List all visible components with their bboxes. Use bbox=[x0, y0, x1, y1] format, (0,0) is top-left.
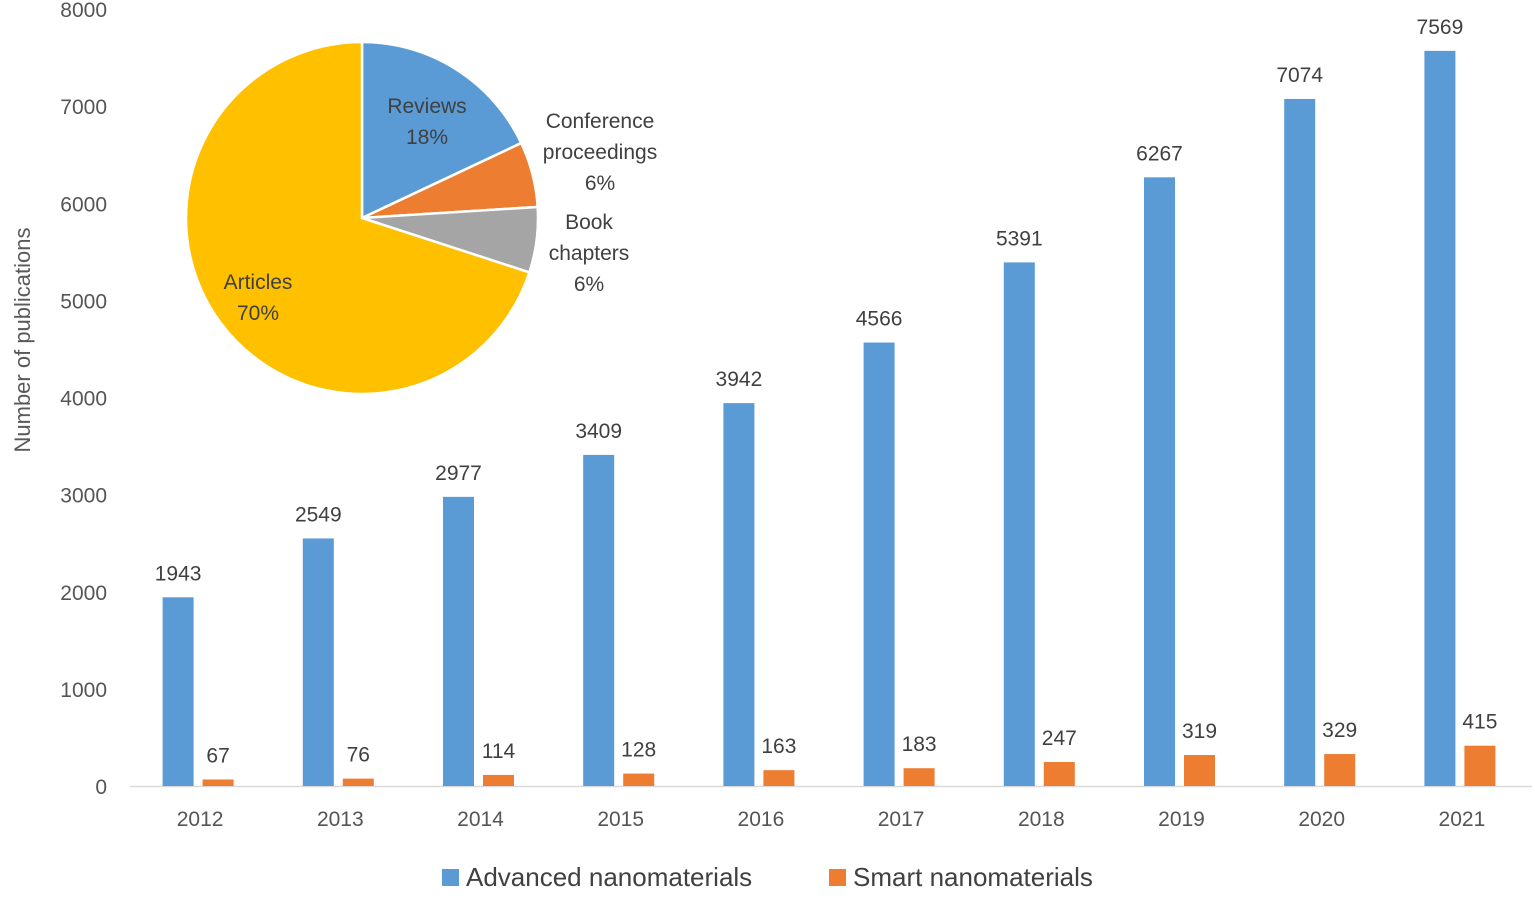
bar-data-label: 6267 bbox=[1136, 142, 1183, 165]
y-tick-label: 3000 bbox=[60, 485, 107, 508]
bar-advanced-2019 bbox=[1144, 177, 1175, 786]
bar-advanced-2020 bbox=[1284, 98, 1316, 787]
y-tick-label: 0 bbox=[95, 776, 107, 799]
bar-advanced-2017 bbox=[863, 342, 895, 786]
bar-data-label: 183 bbox=[902, 733, 937, 756]
x-tick-label: 2019 bbox=[1158, 808, 1205, 831]
pie-chart: Reviews 18% Conference proceedings 6% Book cha… bbox=[184, 40, 657, 396]
y-tick-label: 5000 bbox=[60, 290, 107, 313]
y-tick-label: 1000 bbox=[60, 679, 107, 702]
x-tick-label: 2017 bbox=[878, 808, 925, 831]
bar-data-label: 163 bbox=[761, 735, 796, 758]
bar-advanced-2018 bbox=[1003, 262, 1035, 786]
legend: Advanced nanomaterials Smart nanomaterial… bbox=[442, 862, 1093, 892]
pie-label-book-chapters: Book chapters 6% bbox=[549, 211, 630, 296]
bar-advanced-2016 bbox=[723, 403, 755, 786]
bar-data-label: 2549 bbox=[295, 503, 342, 526]
bar-data-label: 4566 bbox=[856, 308, 903, 331]
y-tick-label: 7000 bbox=[60, 96, 107, 119]
pie-label-reviews: Reviews 18% bbox=[387, 95, 466, 149]
bar-data-label: 2977 bbox=[435, 462, 482, 485]
x-tick-label: 2013 bbox=[317, 808, 364, 831]
pie-slice-articles bbox=[184, 40, 531, 396]
x-axis: 2012 2013 2014 2015 2016 2017 2018 2019 2020 2021 bbox=[130, 785, 1532, 831]
y-tick-label: 4000 bbox=[60, 388, 107, 411]
legend-swatch bbox=[442, 869, 459, 886]
bar-data-label: 67 bbox=[206, 744, 229, 767]
x-tick-label: 2016 bbox=[738, 808, 785, 831]
x-tick-label: 2020 bbox=[1298, 808, 1345, 831]
bar-smart-2013 bbox=[342, 778, 374, 786]
bar-advanced-2013 bbox=[302, 538, 334, 786]
bar-data-label: 247 bbox=[1042, 727, 1077, 750]
x-tick-label: 2015 bbox=[597, 808, 644, 831]
bar-advanced-2015 bbox=[583, 454, 615, 786]
y-axis-title: Number of publications bbox=[10, 227, 35, 452]
x-tick-label: 2012 bbox=[177, 808, 224, 831]
bar-smart-2015 bbox=[623, 773, 655, 786]
bar-data-label: 415 bbox=[1462, 711, 1497, 734]
pie-slice-reviews bbox=[360, 40, 523, 220]
y-tick-label: 8000 bbox=[60, 0, 107, 22]
bar-smart-2014 bbox=[483, 774, 514, 786]
bar-data-label: 128 bbox=[621, 739, 656, 762]
legend-swatch bbox=[829, 869, 846, 886]
bar-smart-2012 bbox=[202, 779, 234, 786]
bar-smart-2017 bbox=[903, 768, 935, 786]
bar-smart-2018 bbox=[1043, 762, 1075, 786]
bar-series-group bbox=[162, 50, 1496, 787]
bar-smart-2021 bbox=[1464, 745, 1496, 786]
bar-data-label: 3942 bbox=[716, 368, 763, 391]
y-tick-label: 2000 bbox=[60, 582, 107, 605]
bar-data-label: 7569 bbox=[1417, 16, 1464, 39]
pie-label-articles: Articles 70% bbox=[224, 271, 293, 325]
y-tick-label: 6000 bbox=[60, 193, 107, 216]
bar-data-label: 1943 bbox=[155, 562, 202, 585]
legend-label: Advanced nanomaterials bbox=[466, 862, 752, 892]
bar-data-label: 76 bbox=[347, 744, 370, 767]
bar-data-label: 5391 bbox=[996, 227, 1043, 250]
legend-label: Smart nanomaterials bbox=[853, 862, 1093, 892]
bar-data-label: 7074 bbox=[1276, 64, 1323, 87]
bar-advanced-2012 bbox=[162, 597, 194, 786]
x-tick-label: 2014 bbox=[457, 808, 504, 831]
x-tick-label: 2021 bbox=[1439, 808, 1486, 831]
bar-advanced-2014 bbox=[443, 496, 474, 786]
bar-data-label: 3409 bbox=[575, 420, 622, 443]
bar-data-label: 319 bbox=[1182, 720, 1217, 743]
pie-label-conference-proceedings: Conference proceedings 6% bbox=[543, 110, 657, 195]
bar-data-label: 329 bbox=[1322, 719, 1357, 742]
bar-smart-2019 bbox=[1184, 755, 1215, 786]
y-axis: 0 1000 2000 3000 4000 5000 6000 7000 8000 bbox=[60, 0, 107, 799]
x-tick-label: 2018 bbox=[1018, 808, 1065, 831]
bar-advanced-2021 bbox=[1424, 50, 1456, 786]
bar-smart-2016 bbox=[763, 770, 795, 786]
bar-smart-2020 bbox=[1324, 754, 1356, 786]
bar-data-label: 114 bbox=[482, 740, 516, 763]
bar-data-labels: 1943 2549 2977 3409 3942 4566 5391 6267 7074 7569… bbox=[155, 16, 1498, 768]
